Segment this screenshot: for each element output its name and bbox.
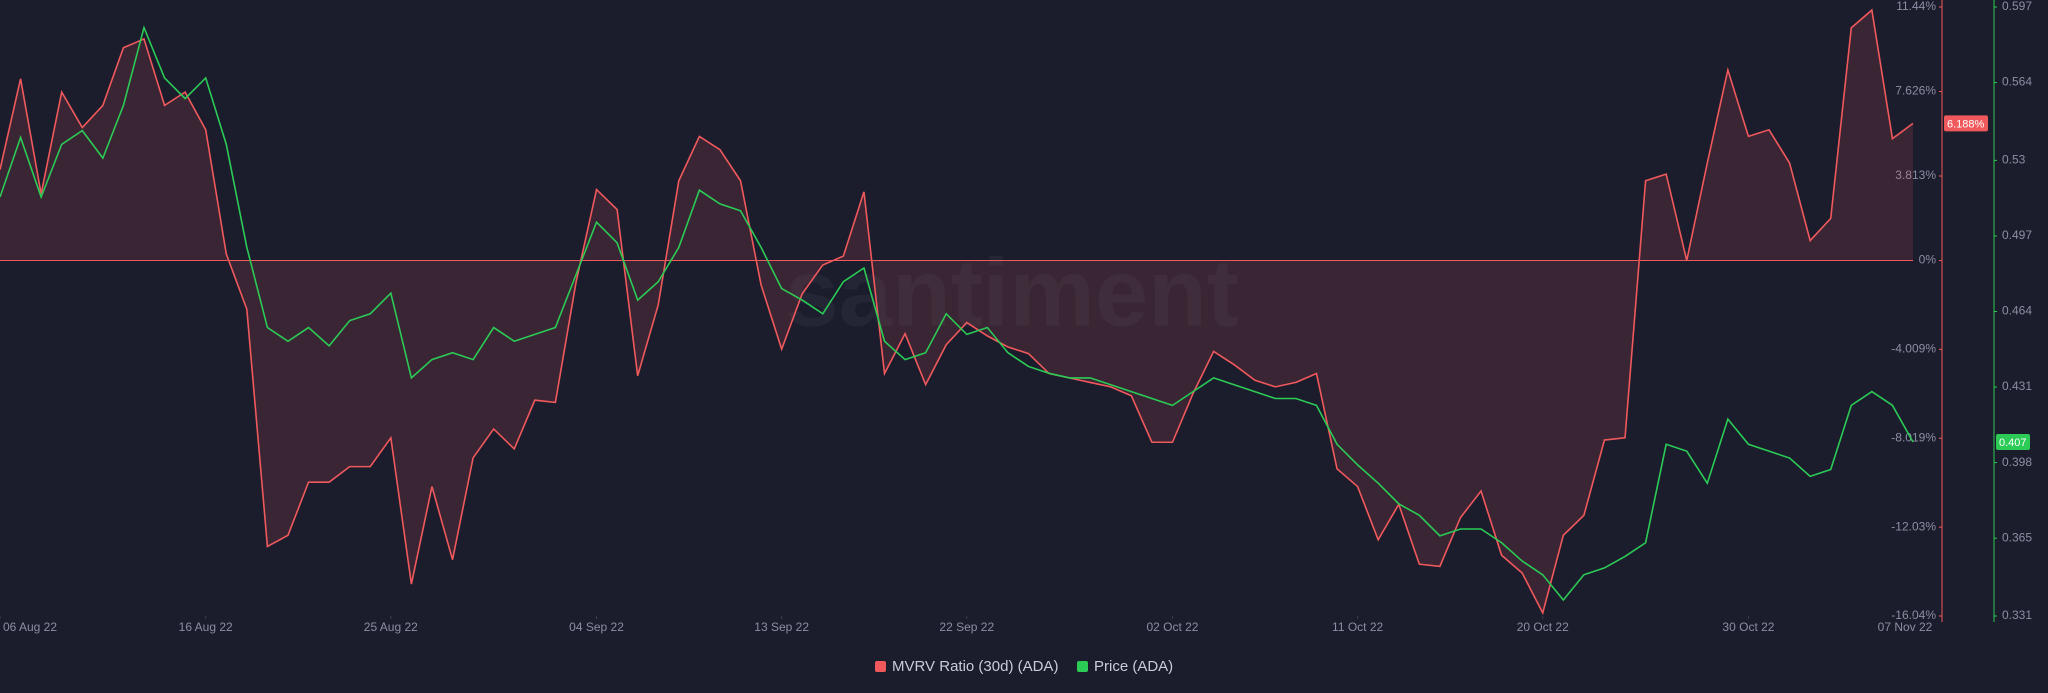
x-tick-label: 06 Aug 22 (3, 620, 57, 634)
y2-tick-label: 0.431 (2002, 379, 2032, 393)
current-value-tag (1996, 434, 2030, 450)
y2-tick-label: 0.564 (2002, 75, 2032, 89)
current-value-label: 0.407 (1999, 437, 2027, 449)
y2-tick-label: 0.497 (2002, 228, 2032, 242)
series-line (0, 25, 1914, 602)
area-fill (0, 10, 1913, 613)
x-tick-label: 04 Sep 22 (569, 620, 624, 634)
x-tick-label: 13 Sep 22 (754, 620, 809, 634)
x-tick-label: 11 Oct 22 (1332, 620, 1383, 634)
watermark: santiment (785, 239, 1238, 346)
series-line (0, 8, 1914, 616)
y-tick-label: 11.44% (1896, 0, 1936, 13)
x-tick-label: 20 Oct 22 (1517, 620, 1569, 634)
y2-tick-label: 0.398 (2002, 455, 2032, 469)
y-tick-label: 7.626% (1895, 84, 1936, 98)
y2-tick-label: 0.464 (2002, 304, 2032, 318)
y-tick-label: -4.009% (1891, 342, 1936, 356)
y2-tick-label: 0.597 (2002, 0, 2032, 13)
legend-label[interactable]: Price (ADA) (1094, 658, 1173, 675)
y2-tick-label: 0.331 (2002, 608, 2032, 622)
legend-swatch[interactable] (875, 661, 886, 672)
y-tick-label: -12.03% (1891, 519, 1936, 533)
y2-tick-label: 0.53 (2002, 153, 2026, 167)
y-tick-label: -16.04% (1891, 608, 1936, 622)
y-tick-label: 3.813% (1895, 168, 1936, 182)
x-tick-label: 30 Oct 22 (1722, 620, 1774, 634)
x-tick-label: 02 Oct 22 (1146, 620, 1198, 634)
y-tick-label: -8.019% (1891, 430, 1936, 444)
y2-tick-label: 0.365 (2002, 530, 2032, 544)
legend-swatch[interactable] (1077, 661, 1088, 672)
x-tick-label: 22 Sep 22 (939, 620, 994, 634)
x-tick-label: 07 Nov 22 (1878, 620, 1933, 634)
y-tick-label: 0% (1919, 253, 1937, 267)
legend-label[interactable]: MVRV Ratio (30d) (ADA) (892, 658, 1058, 675)
x-tick-label: 25 Aug 22 (364, 620, 418, 634)
current-value-tag (1944, 115, 1988, 132)
x-tick-label: 16 Aug 22 (179, 620, 233, 634)
current-value-label: 6.188% (1947, 118, 1985, 130)
